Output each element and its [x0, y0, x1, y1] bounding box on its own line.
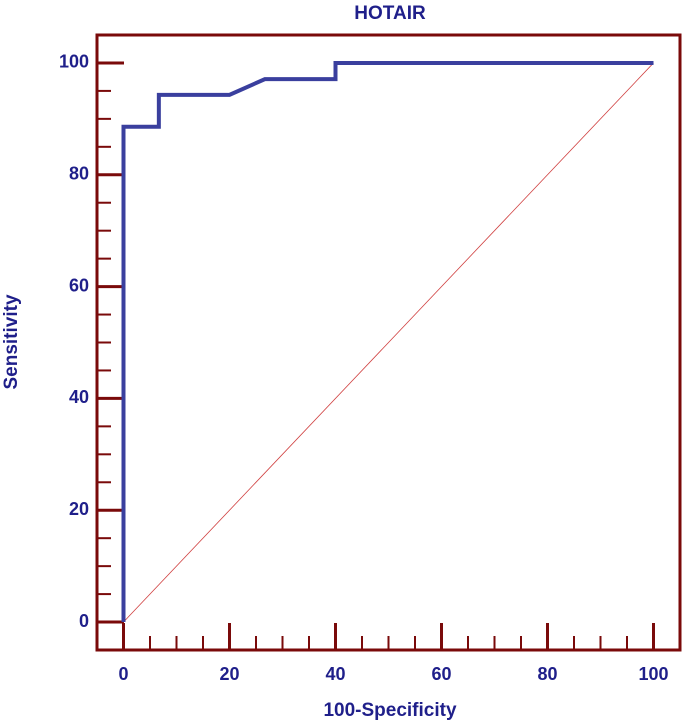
x-axis-label: 100-Specificity — [323, 700, 456, 721]
x-tick-label: 60 — [431, 664, 451, 684]
x-tick-label: 20 — [219, 664, 239, 684]
reference-line — [123, 62, 654, 623]
x-tick-label: 40 — [325, 664, 345, 684]
y-axis-label: Sensitivity — [1, 294, 22, 389]
roc-curve — [121, 60, 654, 623]
y-tick-label: 60 — [69, 275, 89, 295]
y-tick-label: 20 — [69, 499, 89, 519]
x-tick-label: 0 — [118, 664, 128, 684]
y-tick-label: 100 — [59, 52, 89, 72]
y-tick-label: 40 — [69, 387, 89, 407]
y-tick-label: 0 — [79, 611, 89, 631]
chart-title: HOTAIR — [354, 3, 426, 24]
x-tick-label: 100 — [638, 664, 668, 684]
x-tick-label: 80 — [537, 664, 557, 684]
y-tick-label: 80 — [69, 164, 89, 184]
